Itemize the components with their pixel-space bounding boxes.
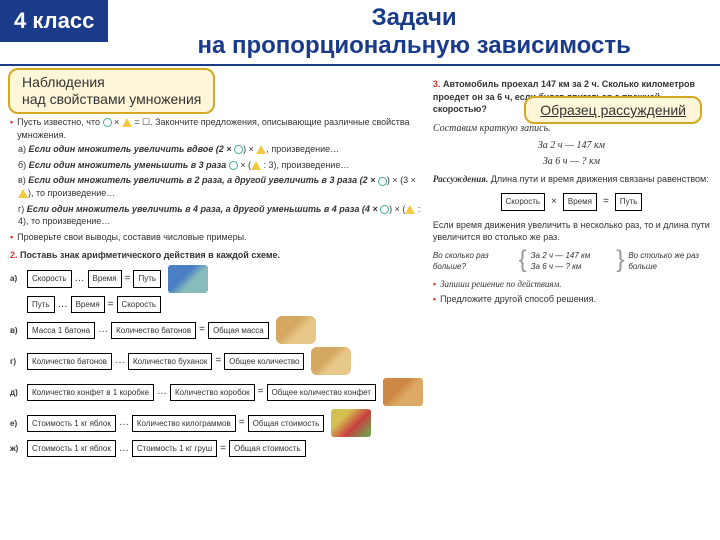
- title-line-1: Задачи: [118, 4, 710, 32]
- item-c: в) Если один множитель увеличить в 2 раз…: [18, 174, 423, 199]
- scheme-c: г) Количество батонов… Количество бухано…: [10, 347, 423, 375]
- formula-row: Скорость× Время= Путь: [433, 193, 710, 210]
- task-2: 2. Поставь знак арифметического действия…: [10, 249, 423, 262]
- scheme-e: е) Стоимость 1 кг яблок… Количество кило…: [10, 409, 423, 437]
- comparison-block: Во сколько раз больше? { За 2 ч — 147 км…: [433, 250, 710, 272]
- callout-observations: Наблюдения над свойствами умножения: [8, 68, 215, 114]
- textbook-background: • Пусть известно, что × = ☐. Закончите п…: [0, 66, 720, 536]
- record-line-1: За 2 ч — 147 км: [433, 139, 710, 153]
- triangle-icon: [122, 118, 132, 127]
- callout-obs-line2: над свойствами умножения: [22, 91, 201, 108]
- other-way-bullet: •Предложите другой способ решения.: [433, 293, 710, 306]
- comp-mid: За 2 ч — 147 км За 6 ч — ? км: [531, 250, 613, 272]
- circle-icon: [103, 118, 112, 127]
- page-header: 4 класс Задачи на пропорциональную завис…: [0, 0, 720, 66]
- brace-icon: {: [519, 250, 527, 269]
- brace-icon-2: }: [616, 250, 624, 269]
- bread-illustration: [276, 316, 316, 344]
- page-title: Задачи на пропорциональную зависимость: [108, 0, 720, 64]
- comp-q2: Во столько же раз больше: [628, 250, 710, 272]
- if-text: Если время движения увеличить в нескольк…: [433, 219, 710, 244]
- bicycle-illustration: [168, 265, 208, 293]
- intro-text: Пусть известно, что × = ☐. Закончите пре…: [17, 116, 423, 141]
- item-d: г) Если один множитель увеличить в 4 раз…: [18, 203, 423, 228]
- item-b: б) Если один множитель уменьшить в 3 раз…: [18, 159, 423, 172]
- candy-illustration: [383, 378, 423, 406]
- callout-sample: Образец рассуждений: [524, 96, 702, 124]
- bullet-dot: •: [10, 116, 13, 141]
- scheme-a: а) Скорость… Время= Путь: [10, 265, 423, 293]
- grade-badge: 4 класс: [0, 0, 108, 42]
- callout-obs-line1: Наблюдения: [22, 74, 201, 91]
- intro-bullet: • Пусть известно, что × = ☐. Закончите п…: [10, 116, 423, 141]
- scheme-a2: Путь… Время= Скорость: [10, 296, 423, 313]
- write-solution-bullet: •Запиши решение по действиям.: [433, 278, 710, 291]
- scheme-b: в) Масса 1 батона… Количество батонов= О…: [10, 316, 423, 344]
- comp-q1: Во сколько раз больше?: [433, 250, 515, 272]
- right-column: 3. Автомобиль проехал 147 км за 2 ч. Ско…: [433, 74, 710, 528]
- record-line-2: За 6 ч — ? км: [433, 155, 710, 169]
- left-column: • Пусть известно, что × = ☐. Закончите п…: [10, 74, 423, 528]
- reasoning: Рассуждения. Длина пути и время движения…: [433, 173, 710, 186]
- bread-illustration-2: [311, 347, 351, 375]
- item-a: а) Если один множитель увеличить вдвое (…: [18, 143, 423, 156]
- scheme-f: ж) Стоимость 1 кг яблок… Стоимость 1 кг …: [10, 440, 423, 457]
- check-bullet: •Проверьте свои выводы, составив числовы…: [10, 231, 423, 244]
- title-line-2: на пропорциональную зависимость: [118, 32, 710, 60]
- fruit-illustration: [331, 409, 371, 437]
- scheme-d: д) Количество конфет в 1 коробке… Количе…: [10, 378, 423, 406]
- content-area: Наблюдения над свойствами умножения Обра…: [0, 66, 720, 536]
